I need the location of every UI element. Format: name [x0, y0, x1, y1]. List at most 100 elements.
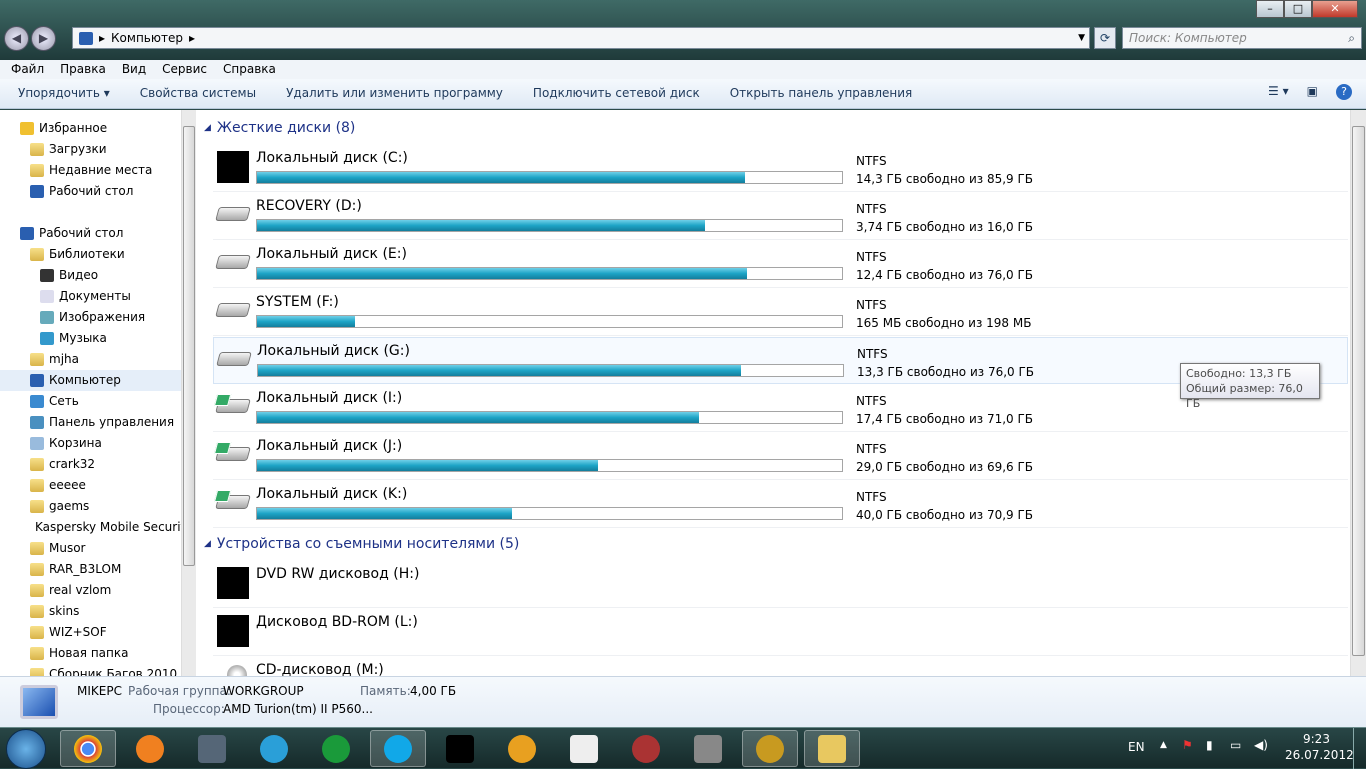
drive-name: Локальный диск (G:): [257, 343, 410, 359]
menu-item[interactable]: Вид: [121, 62, 147, 76]
drive-item[interactable]: Локальный диск (J:) NTFS 29,0 ГБ свободно …: [213, 433, 1348, 480]
breadcrumb[interactable]: Компьютер: [111, 31, 183, 45]
drive-item[interactable]: Локальный диск (E:) NTFS 12,4 ГБ свободно …: [213, 241, 1348, 288]
show-desktop-button[interactable]: [1353, 728, 1366, 769]
menu-item[interactable]: Сервис: [162, 62, 208, 76]
group-header-hdd[interactable]: ◢ Жесткие диски (8): [204, 118, 355, 138]
sidebar-item[interactable]: real vzlom: [0, 580, 181, 601]
view-options-icon[interactable]: ☰ ▾: [1268, 84, 1289, 98]
clock-date[interactable]: 26.07.2012: [1285, 748, 1354, 762]
content-scrollbar[interactable]: [1350, 110, 1366, 676]
sidebar-item-label: Новая папка: [49, 646, 129, 660]
sidebar-item[interactable]: WIZ+SOF: [0, 622, 181, 643]
taskbar-utorrent-button[interactable]: [308, 730, 364, 767]
command-button[interactable]: Подключить сетевой диск: [532, 86, 700, 100]
drive-item[interactable]: SYSTEM (F:) NTFS 165 МБ свободно из 198 МБ: [213, 289, 1348, 336]
sidebar-item[interactable]: Недавние места: [0, 160, 181, 181]
sidebar-item[interactable]: RAR_B3LOM: [0, 559, 181, 580]
group-header-removable[interactable]: ◢ Устройства со съемными носителями (5): [204, 534, 519, 554]
removable-drive-item[interactable]: CD-дисковод (M:): [213, 657, 1348, 676]
sidebar-scrollbar[interactable]: [181, 110, 196, 676]
chevron-down-icon[interactable]: ▼: [1078, 33, 1085, 43]
sidebar-item[interactable]: Изображения: [0, 307, 181, 328]
taskbar-chrome-button[interactable]: [60, 730, 116, 767]
sidebar-item[interactable]: Документы: [0, 286, 181, 307]
sidebar-item-label: Видео: [59, 268, 99, 282]
taskbar-tv-button[interactable]: [680, 730, 736, 767]
taskbar-vpn-button[interactable]: [246, 730, 302, 767]
chevron-right-icon[interactable]: ▸: [188, 31, 195, 45]
volume-icon[interactable]: ◀): [1254, 738, 1268, 752]
menu-item[interactable]: Справка: [223, 62, 276, 76]
taskbar-explorer-button[interactable]: [804, 730, 860, 767]
usage-bar: [256, 411, 843, 424]
drive-name: CD-дисковод (M:): [256, 662, 384, 676]
sidebar-item[interactable]: Компьютер: [0, 370, 181, 391]
command-button[interactable]: Удалить или изменить программу: [286, 86, 503, 100]
drive-item[interactable]: Локальный диск (C:) NTFS 14,3 ГБ свободно …: [213, 145, 1348, 192]
sidebar-item[interactable]: Рабочий стол: [0, 223, 181, 244]
drive-item[interactable]: Локальный диск (I:) NTFS 17,4 ГБ свободно …: [213, 385, 1348, 432]
sidebar-item[interactable]: Сеть: [0, 391, 181, 412]
language-indicator[interactable]: EN: [1128, 740, 1145, 754]
taskbar-notepad-button[interactable]: [556, 730, 612, 767]
menu-item[interactable]: Правка: [60, 62, 106, 76]
sidebar-scrollbar-thumb[interactable]: [183, 126, 195, 566]
sidebar-item[interactable]: Загрузки: [0, 139, 181, 160]
action-center-icon[interactable]: ⚑: [1182, 738, 1193, 752]
collapse-icon[interactable]: ◢: [204, 539, 211, 549]
sidebar-item[interactable]: mjha: [0, 349, 181, 370]
collapse-icon[interactable]: ◢: [204, 123, 211, 133]
taskbar-skype-button[interactable]: [370, 730, 426, 767]
sidebar-item[interactable]: Музыка: [0, 328, 181, 349]
menu-item[interactable]: Файл: [11, 62, 45, 76]
taskbar-fl-studio-button[interactable]: [494, 730, 550, 767]
sidebar-item[interactable]: eeeee: [0, 475, 181, 496]
sidebar-item[interactable]: Видео: [0, 265, 181, 286]
sidebar-item[interactable]: skins: [0, 601, 181, 622]
drive-item[interactable]: Локальный диск (K:) NTFS 40,0 ГБ свободно …: [213, 481, 1348, 528]
address-bar[interactable]: ▸ Компьютер ▸ ▼: [72, 27, 1090, 49]
sidebar-item[interactable]: Сборник Багов 2010: [0, 664, 181, 676]
sidebar-item[interactable]: Библиотеки: [0, 244, 181, 265]
drive-item[interactable]: Локальный диск (G:) NTFS 13,3 ГБ свободно …: [213, 337, 1348, 384]
close-button[interactable]: ✕: [1312, 0, 1358, 18]
taskbar-music-button[interactable]: [184, 730, 240, 767]
drive-item[interactable]: RECOVERY (D:) NTFS 3,74 ГБ свободно из 16,…: [213, 193, 1348, 240]
sidebar-item[interactable]: Рабочий стол: [0, 181, 181, 202]
maximize-button[interactable]: □: [1284, 0, 1312, 18]
removable-drive-item[interactable]: Дисковод BD-ROM (L:): [213, 609, 1348, 656]
taskbar-live-button[interactable]: [432, 730, 488, 767]
content-scrollbar-thumb[interactable]: [1352, 126, 1365, 656]
sidebar-item[interactable]: Новая папка: [0, 643, 181, 664]
preview-pane-icon[interactable]: ▣: [1306, 84, 1318, 98]
sidebar-item[interactable]: Избранное: [0, 118, 181, 139]
start-button[interactable]: [6, 729, 46, 769]
clock-time[interactable]: 9:23: [1303, 732, 1330, 746]
command-button[interactable]: Открыть панель управления: [729, 86, 913, 100]
search-icon[interactable]: ⌕: [1348, 31, 1355, 45]
search-input[interactable]: Поиск: Компьютер ⌕: [1122, 27, 1362, 49]
sidebar-item[interactable]: Корзина: [0, 433, 181, 454]
vpn-icon: [260, 734, 288, 763]
power-icon[interactable]: ▮: [1206, 738, 1213, 752]
command-button[interactable]: Свойства системы: [139, 86, 257, 100]
back-button[interactable]: ◀: [4, 26, 29, 51]
taskbar-media-player-button[interactable]: [122, 730, 178, 767]
forward-button[interactable]: ▶: [31, 26, 56, 51]
sidebar-item[interactable]: crark32: [0, 454, 181, 475]
sidebar-item[interactable]: gaems: [0, 496, 181, 517]
sidebar-item[interactable]: Musor: [0, 538, 181, 559]
taskbar-game-button[interactable]: [618, 730, 674, 767]
sidebar-item[interactable]: Kaspersky Mobile Security: [0, 517, 181, 538]
warcraft-icon: [756, 734, 784, 763]
taskbar-warcraft-button[interactable]: [742, 730, 798, 767]
help-icon[interactable]: ?: [1336, 84, 1352, 100]
sidebar-item[interactable]: Панель управления: [0, 412, 181, 433]
network-icon[interactable]: ▭: [1230, 738, 1242, 752]
command-button[interactable]: Упорядочить ▾: [18, 86, 110, 100]
removable-drive-item[interactable]: DVD RW дисковод (H:): [213, 561, 1348, 608]
show-hidden-icons[interactable]: ▲: [1160, 740, 1167, 750]
refresh-button[interactable]: ⟳: [1094, 27, 1116, 49]
minimize-button[interactable]: –: [1256, 0, 1284, 18]
